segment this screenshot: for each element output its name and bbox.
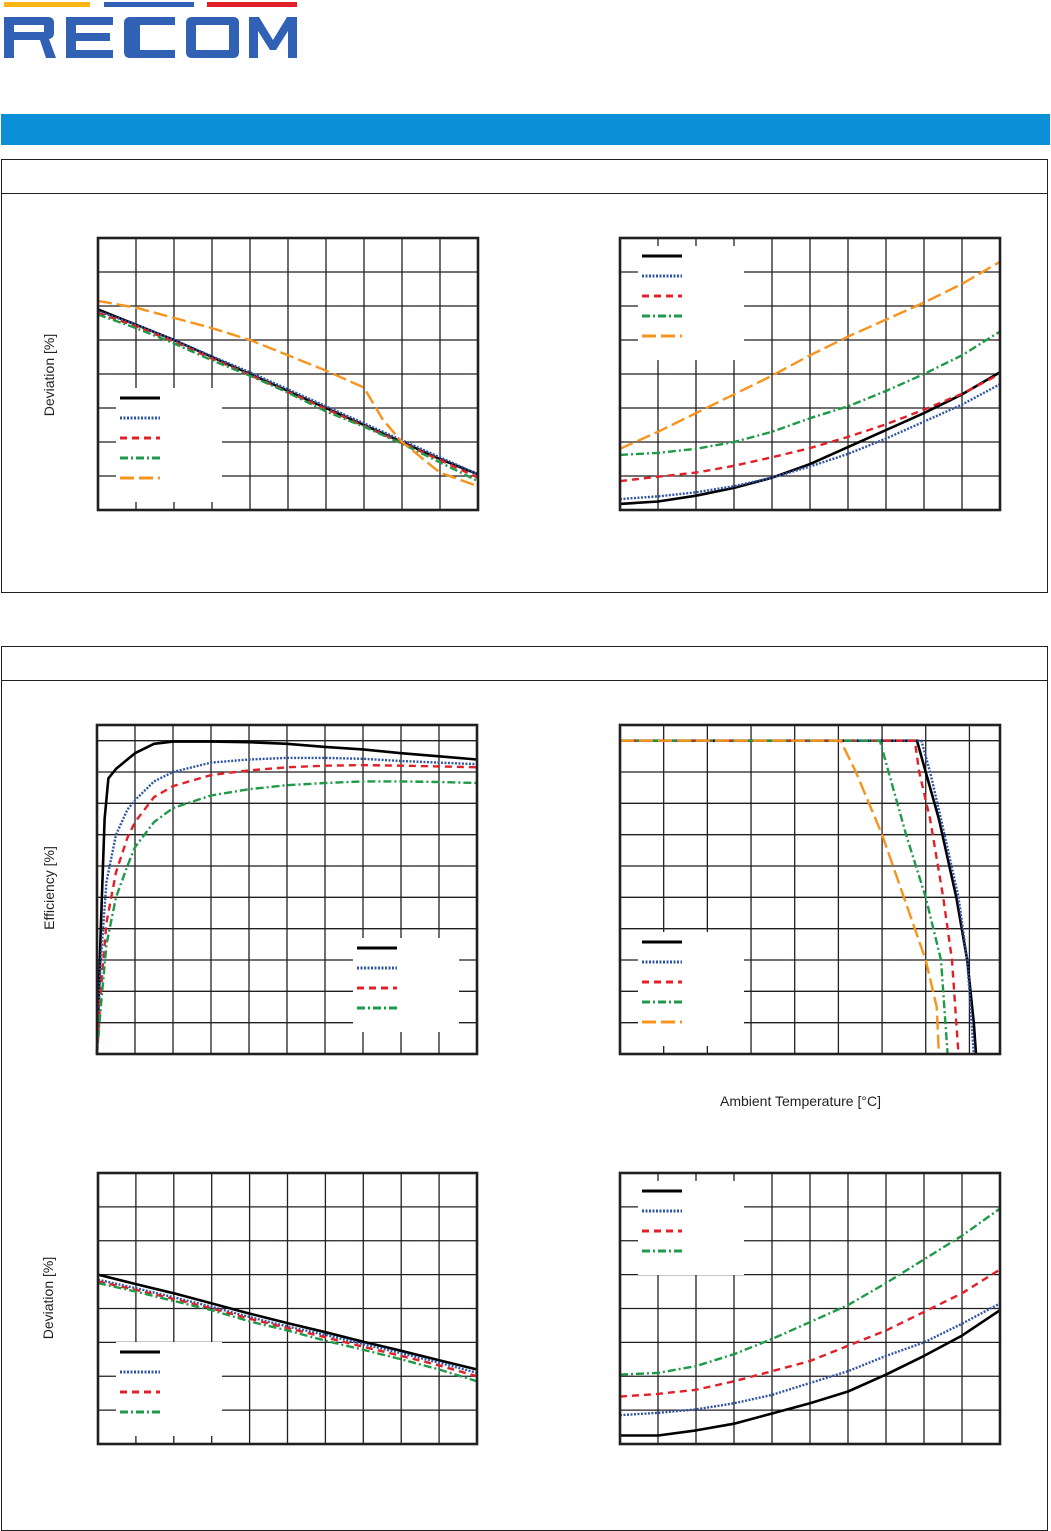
section-header-2	[2, 647, 1047, 681]
legend-box	[116, 1342, 222, 1436]
section-header-1	[2, 160, 1047, 194]
chart-2-deviation-rising	[618, 236, 1002, 512]
series-line-green	[97, 1281, 478, 1383]
logo-wordmark	[4, 17, 297, 58]
series-line-blue	[619, 383, 1001, 501]
grid	[98, 1173, 477, 1444]
series-line-red	[97, 1280, 478, 1378]
grid	[620, 238, 1000, 510]
series-line-blue	[620, 739, 975, 1055]
chart-6-deviation-rising	[618, 1171, 1002, 1446]
series-line-green	[619, 1207, 1001, 1376]
legend	[638, 1181, 744, 1275]
chart-3-ylabel: Efficiency [%]	[41, 846, 57, 930]
series-line-green	[619, 330, 1001, 457]
series-line-black	[620, 739, 978, 1055]
series-line-orange	[97, 299, 479, 488]
plot-frame	[95, 723, 479, 1056]
chart-5-deviation-falling	[96, 1171, 479, 1446]
series-line-orange	[619, 260, 1001, 450]
chart-5-ylabel: Deviation [%]	[40, 1256, 56, 1340]
series-line-blue	[97, 1278, 478, 1375]
series-line-blue	[95, 756, 478, 1055]
section-box-1	[1, 159, 1048, 593]
plot-frame	[96, 1171, 479, 1446]
logo-bar-yellow	[4, 2, 90, 7]
series-line-blue	[619, 1302, 1001, 1417]
plot-frame	[618, 236, 1002, 512]
chart-3-efficiency	[95, 723, 479, 1056]
series-line-green	[620, 739, 949, 1055]
legend	[638, 246, 744, 360]
chart-1-output-deviation	[96, 236, 480, 512]
series-line-black	[97, 1273, 478, 1371]
legend-box	[116, 388, 222, 502]
chart-1-ylabel: Deviation [%]	[41, 333, 57, 417]
series-line-red	[619, 1268, 1001, 1398]
legend	[116, 388, 222, 502]
plot-frame	[96, 236, 480, 512]
legend	[116, 1342, 222, 1436]
legend-box	[638, 932, 744, 1046]
section-banner	[1, 114, 1050, 145]
plot-frame	[618, 723, 1002, 1056]
plot-frame	[618, 1171, 1002, 1446]
series-line-red	[620, 739, 960, 1055]
legend-box	[638, 1181, 744, 1275]
series-line-orange	[620, 739, 941, 1055]
series-line-blue	[97, 309, 479, 476]
series-line-green	[97, 313, 479, 483]
chart-4-xlabel: Ambient Temperature [°C]	[720, 1093, 881, 1109]
chart-4-derating	[618, 723, 1002, 1056]
series-line-red	[97, 311, 479, 479]
legend	[353, 938, 459, 1032]
series-line-green	[95, 780, 478, 1055]
series-line-black	[619, 371, 1001, 506]
legend-box	[638, 246, 744, 360]
series-line-red	[619, 372, 1001, 483]
legend	[638, 932, 744, 1046]
series-line-black	[620, 1309, 1001, 1437]
series-line-black	[95, 740, 478, 1055]
legend-box	[353, 938, 459, 1032]
series-line-red	[95, 763, 478, 1055]
recom-logo	[4, 2, 297, 58]
logo-bar-red	[207, 2, 297, 7]
logo-bar-blue	[104, 2, 194, 7]
